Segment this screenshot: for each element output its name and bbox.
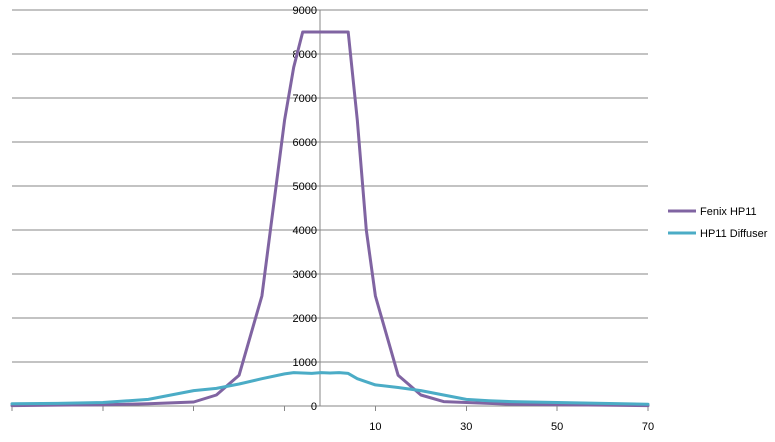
y-tick-label-0: 0: [311, 401, 317, 413]
x-tick-label-10: 10: [369, 421, 381, 433]
y-tick-label-5000: 5000: [293, 181, 317, 193]
y-tick-label-4000: 4000: [293, 225, 317, 237]
axes: [11, 10, 649, 411]
x-tick-label-70: 70: [642, 421, 654, 433]
y-tick-label-9000: 9000: [293, 5, 317, 17]
x-tick-label-30: 30: [460, 421, 472, 433]
series-lines: [10, 30, 650, 408]
series-line-1: [10, 30, 650, 408]
gridlines: [12, 9, 648, 363]
legend-label-2: HP11 Diffuser: [700, 228, 768, 240]
y-tick-label-1000: 1000: [293, 357, 317, 369]
y-tick-label-6000: 6000: [293, 137, 317, 149]
legend: Fenix HP11 HP11 Diffuser: [668, 206, 768, 240]
y-tick-label-3000: 3000: [293, 269, 317, 281]
legend-label-1: Fenix HP11: [700, 206, 757, 218]
x-tick-label-50: 50: [551, 421, 563, 433]
series-line-2: [10, 371, 650, 406]
y-tick-label-2000: 2000: [293, 313, 317, 325]
y-tick-label-7000: 7000: [293, 93, 317, 105]
x-tick-labels: 10 30 50 70: [369, 421, 654, 433]
